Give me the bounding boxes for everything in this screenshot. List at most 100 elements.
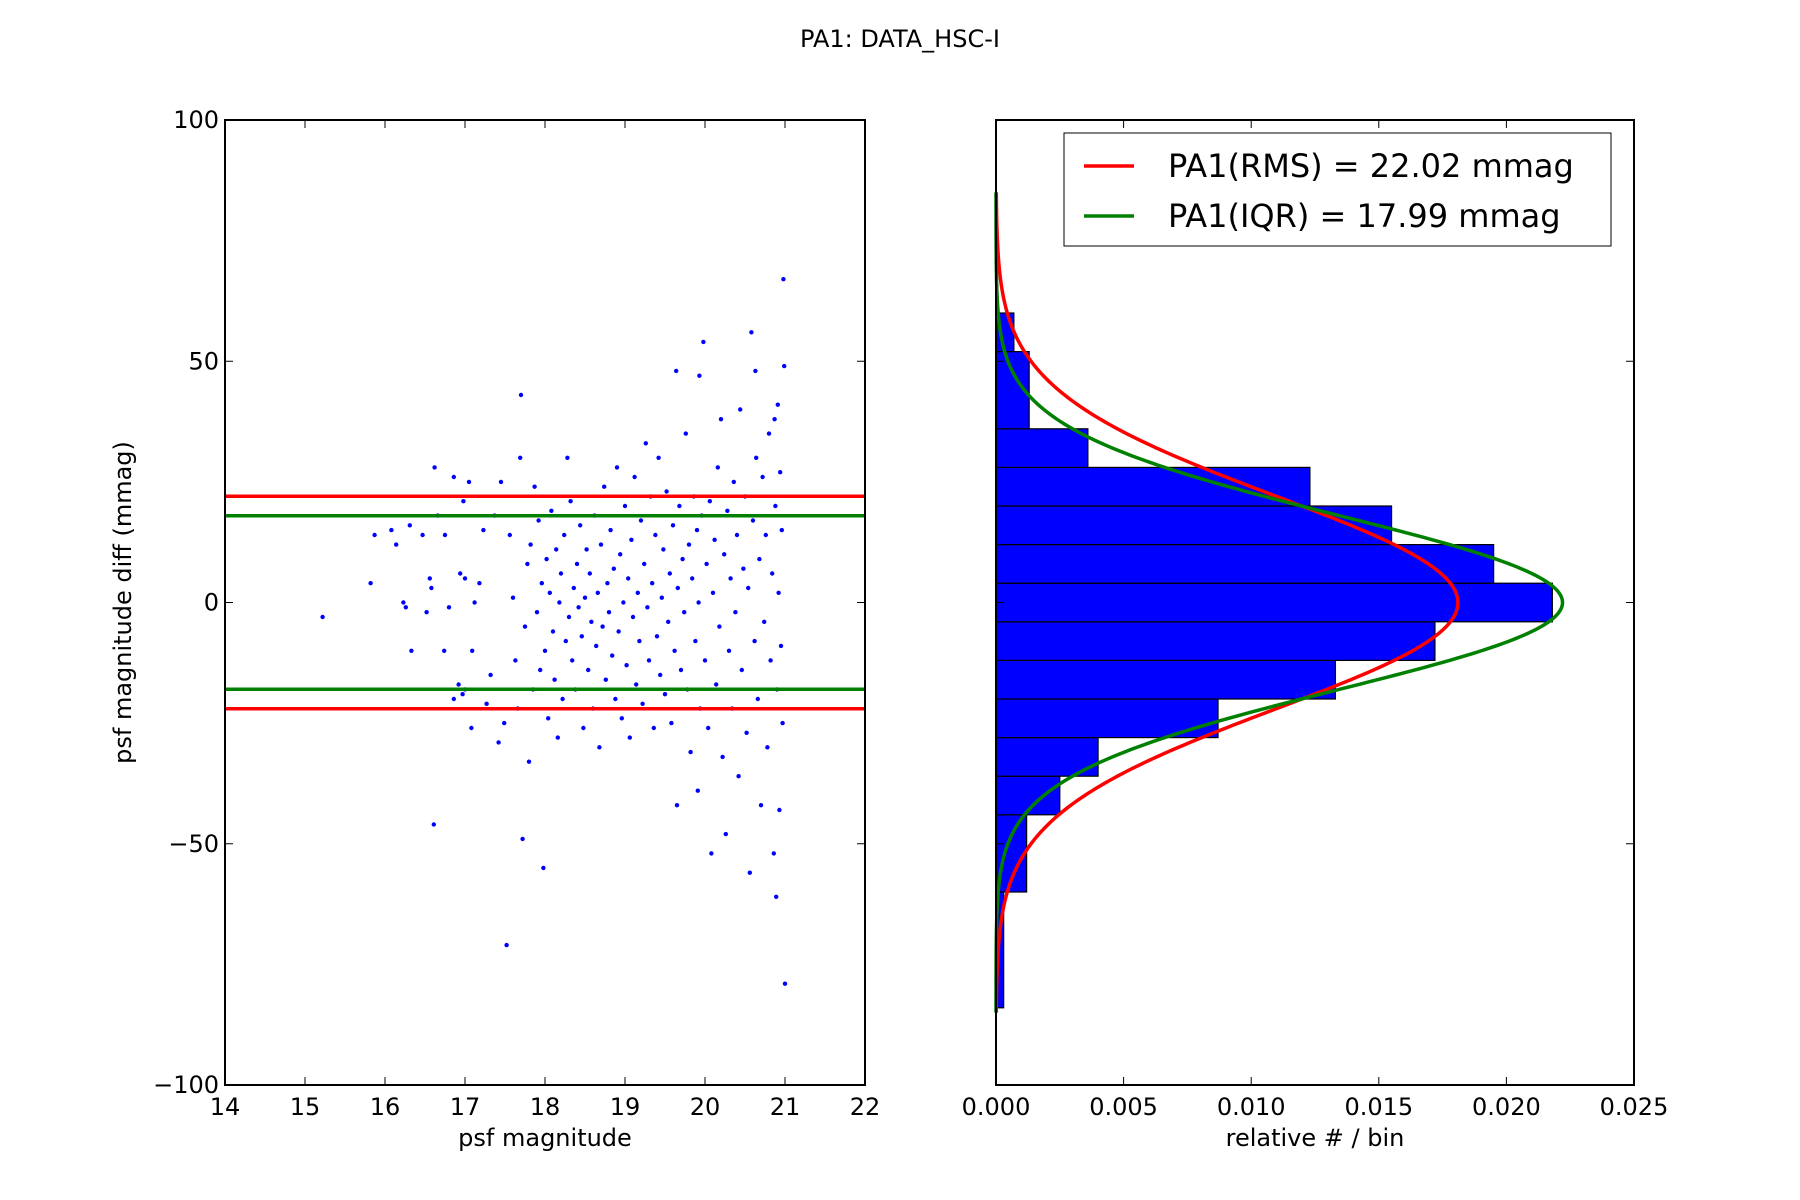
scatter-x-tick-label: 14 — [210, 1093, 241, 1121]
scatter-point — [693, 638, 698, 644]
scatter-point — [595, 590, 600, 595]
scatter-point — [534, 610, 540, 615]
scatter-point — [619, 716, 624, 721]
scatter-point — [600, 624, 605, 629]
scatter-point — [771, 851, 776, 856]
legend: PA1(RMS) = 22.02 mmag PA1(IQR) = 17.99 mm… — [1063, 132, 1612, 247]
scatter-point — [695, 788, 700, 793]
scatter-point — [368, 581, 373, 586]
scatter-point — [750, 518, 756, 523]
scatter-point — [678, 667, 684, 673]
scatter-point — [706, 725, 711, 731]
scatter-point — [768, 658, 773, 663]
scatter-point — [656, 455, 661, 460]
scatter-point — [622, 503, 628, 509]
scatter-point — [320, 614, 325, 620]
scatter-point — [733, 610, 738, 615]
scatter-x-tick-label: 20 — [690, 1093, 721, 1121]
scatter-point — [723, 831, 728, 837]
scatter-point — [571, 585, 576, 591]
scatter-point — [754, 455, 759, 460]
scatter-point — [614, 465, 620, 470]
scatter-point — [608, 527, 613, 533]
scatter-point — [773, 503, 778, 509]
scatter-point — [643, 441, 648, 446]
scatter-point — [658, 672, 663, 678]
scatter-point — [664, 489, 669, 494]
scatter-point — [372, 532, 377, 538]
histogram-bar — [995, 659, 1337, 700]
scatter-point — [431, 822, 436, 827]
scatter-x-tick-label: 21 — [770, 1093, 801, 1121]
scatter-point — [532, 484, 537, 489]
scatter-point — [696, 600, 701, 605]
scatter-point — [781, 277, 786, 282]
scatter-point — [555, 735, 560, 740]
scatter-x-tick-label: 22 — [850, 1093, 881, 1121]
scatter-point — [686, 542, 692, 547]
scatter-point — [770, 571, 775, 576]
scatter-point — [777, 807, 782, 813]
scatter-point — [466, 479, 472, 485]
scatter-point — [642, 561, 647, 567]
scatter-point — [407, 523, 412, 528]
scatter-point — [667, 571, 672, 576]
scatter-point — [522, 624, 528, 629]
scatter-point — [774, 894, 779, 899]
scatter-point — [746, 585, 751, 591]
scatter-point — [710, 590, 716, 595]
scatter-point — [726, 648, 732, 653]
scatter-point — [536, 518, 541, 523]
scatter-point — [709, 851, 714, 856]
scatter-point — [707, 499, 712, 504]
scatter-point — [547, 590, 552, 595]
scatter-point — [635, 590, 640, 595]
scatter-point — [677, 503, 682, 509]
scatter-point — [526, 759, 532, 764]
scatter-point — [432, 465, 437, 470]
scatter-point — [778, 470, 783, 475]
scatter-point — [613, 696, 618, 702]
histogram-bar — [995, 582, 1553, 623]
scatter-point — [560, 696, 565, 702]
scatter-point — [640, 701, 645, 706]
rms-gaussian-curve — [994, 192, 1460, 1013]
scatter-point — [674, 368, 679, 374]
scatter-point — [510, 595, 516, 600]
scatter-point — [682, 610, 687, 615]
scatter-x-axis-label: psf magnitude — [458, 1124, 632, 1152]
scatter-point — [747, 870, 752, 875]
scatter-point — [460, 692, 465, 697]
scatter-point — [541, 865, 546, 871]
scatter-point — [456, 682, 461, 687]
scatter-point — [630, 614, 636, 620]
scatter-point — [661, 547, 666, 552]
scatter-point — [451, 696, 456, 702]
scatter-point — [666, 619, 671, 624]
histogram-bar — [995, 543, 1495, 584]
histogram-x-tick-label: 0.005 — [1089, 1093, 1158, 1121]
scatter-point — [565, 455, 570, 460]
scatter-point — [603, 677, 608, 682]
scatter-point — [606, 610, 612, 615]
scatter-point — [697, 373, 702, 378]
scatter-point — [538, 667, 543, 673]
scatter-x-tick-label: 17 — [450, 1093, 481, 1121]
scatter-point — [653, 532, 658, 538]
scatter-point — [498, 479, 504, 485]
scatter-point — [563, 638, 568, 644]
scatter-point — [637, 638, 642, 644]
scatter-point — [507, 532, 512, 538]
scatter-point — [680, 556, 685, 562]
scatter-point — [558, 571, 564, 576]
scatter-point — [712, 537, 717, 542]
scatter-point — [584, 547, 589, 552]
scatter-point — [772, 417, 777, 422]
scatter-point — [550, 629, 556, 634]
scatter-point — [741, 566, 746, 571]
scatter-point — [401, 600, 406, 605]
scatter-point — [458, 571, 463, 576]
scatter-point — [762, 619, 767, 624]
scatter-point — [654, 634, 660, 639]
